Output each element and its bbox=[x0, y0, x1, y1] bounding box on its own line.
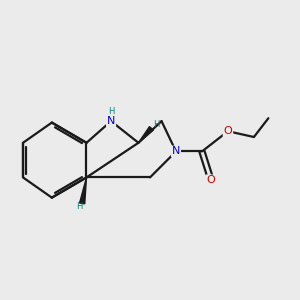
Text: N: N bbox=[172, 146, 180, 156]
Text: H: H bbox=[154, 120, 160, 129]
Text: H: H bbox=[108, 107, 114, 116]
Text: N: N bbox=[107, 116, 115, 126]
Text: O: O bbox=[206, 175, 215, 185]
Text: H: H bbox=[76, 202, 83, 211]
Polygon shape bbox=[139, 127, 153, 143]
Text: O: O bbox=[224, 126, 232, 136]
Polygon shape bbox=[80, 177, 86, 204]
